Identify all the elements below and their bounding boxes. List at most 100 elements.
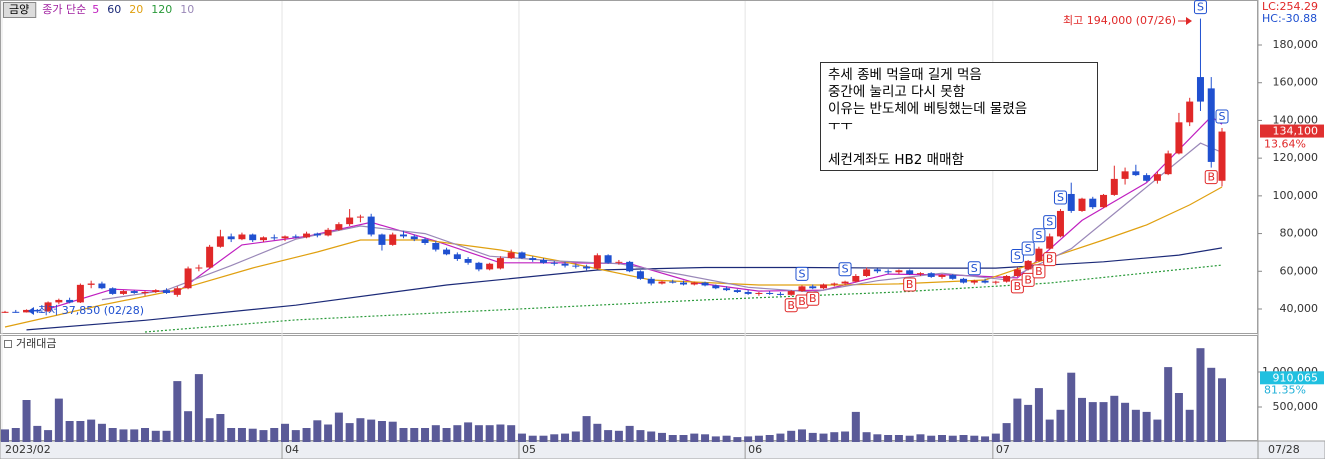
candle-body [701,282,709,286]
volume-bar [582,416,591,442]
buy-signal-label: B [906,278,914,291]
last-price-label: 134,100 [1273,125,1319,138]
x-end-label: 07/28 [1268,443,1300,456]
volume-bar [324,424,333,442]
volume-bar [1013,398,1022,442]
volume-bar [334,412,343,442]
candle-body [475,262,483,270]
volume-bar [711,436,720,442]
buy-signal [1032,264,1046,279]
volume-icon [4,340,12,348]
candle-body [206,246,214,268]
candle-body [195,267,203,269]
volume-bar [237,428,246,442]
candle-body [410,236,418,240]
volume-bar [528,435,537,442]
volume-bar [410,428,419,442]
candle-body [992,281,1000,283]
sell-signal-label: S [1046,216,1053,229]
plot-layer [1,18,1227,442]
candle-body [938,275,946,277]
volume-bar [539,435,548,442]
volume-bar [259,430,268,442]
candle-body [841,281,849,284]
volume-bar [722,435,731,442]
volume-bar [1045,419,1054,442]
candle-body [615,261,623,263]
volume-title: 거래대금 [16,337,56,350]
candle-body [378,234,386,245]
volume-bar [507,425,516,442]
candle-body [141,292,149,294]
volume-bar [421,428,430,442]
candle-body [346,217,354,225]
volume-bar [442,428,451,442]
candle-body [1143,175,1151,181]
candle-body [669,281,677,283]
volume-bar [959,435,968,442]
volume-bar [819,433,828,442]
volume-bar [679,435,688,442]
x-tick-label: 06 [748,443,762,456]
candle-body [152,290,160,293]
candle-body [1175,122,1183,154]
volume-bar [281,423,290,442]
moving-average-line [47,115,1223,310]
buy-signal-label: B [1035,265,1043,278]
candle-body [98,283,106,289]
candle-body [744,292,752,294]
candle-body [1013,269,1021,276]
candle-body [496,258,504,269]
candle-body [389,234,397,245]
candle-body [873,269,881,272]
volume-bar [151,430,160,442]
buy-signal [903,277,917,292]
legend-label: 종가 단순 [42,3,86,16]
candle-body [680,282,688,285]
sell-signal-label: S [1057,191,1064,204]
candle-body [1003,275,1011,282]
legend-entry: 10 [180,3,194,16]
y-tick-label: 180,000 [1273,38,1319,51]
y-tick-label: 80,000 [1280,227,1319,240]
lc-label: LC:254.29 [1262,0,1318,13]
candle-body [23,309,31,313]
volume-bar [657,432,666,442]
note-line: ㅜㅜ [828,118,853,134]
volume-bar [65,421,74,442]
candle-body [1100,194,1108,208]
candle-body [33,309,41,312]
candle-body [1153,174,1161,181]
volume-bar [1153,419,1162,442]
candle-body [1196,77,1204,102]
candle-body [647,278,655,284]
high-annotation: 최고 194,000 (07/26) [1063,14,1176,27]
buy-signal-label: B [787,299,795,312]
volume-bar [636,430,645,442]
volume-bar [937,435,946,442]
sell-signal-label: S [1197,1,1204,14]
y-tick-label: 160,000 [1273,76,1319,89]
candle-body [238,234,246,240]
candle-body [87,283,95,285]
buy-signal [1021,272,1035,287]
volume-bar [970,435,979,442]
sell-signal [1193,0,1207,15]
sell-signal [838,262,852,277]
candle-body [1164,153,1172,175]
candle-body [583,266,591,269]
volume-bar [97,423,106,442]
volume-bar [765,435,774,442]
volume-bar [453,425,462,442]
x-tick-label: 05 [522,443,536,456]
candle-body [830,283,838,285]
candle-body [960,278,968,283]
candle-body [572,265,580,267]
volume-bar [108,428,117,442]
candle-body [119,291,127,294]
volume-bar [119,429,128,442]
candle-body [324,229,332,236]
volume-bar [313,420,322,442]
